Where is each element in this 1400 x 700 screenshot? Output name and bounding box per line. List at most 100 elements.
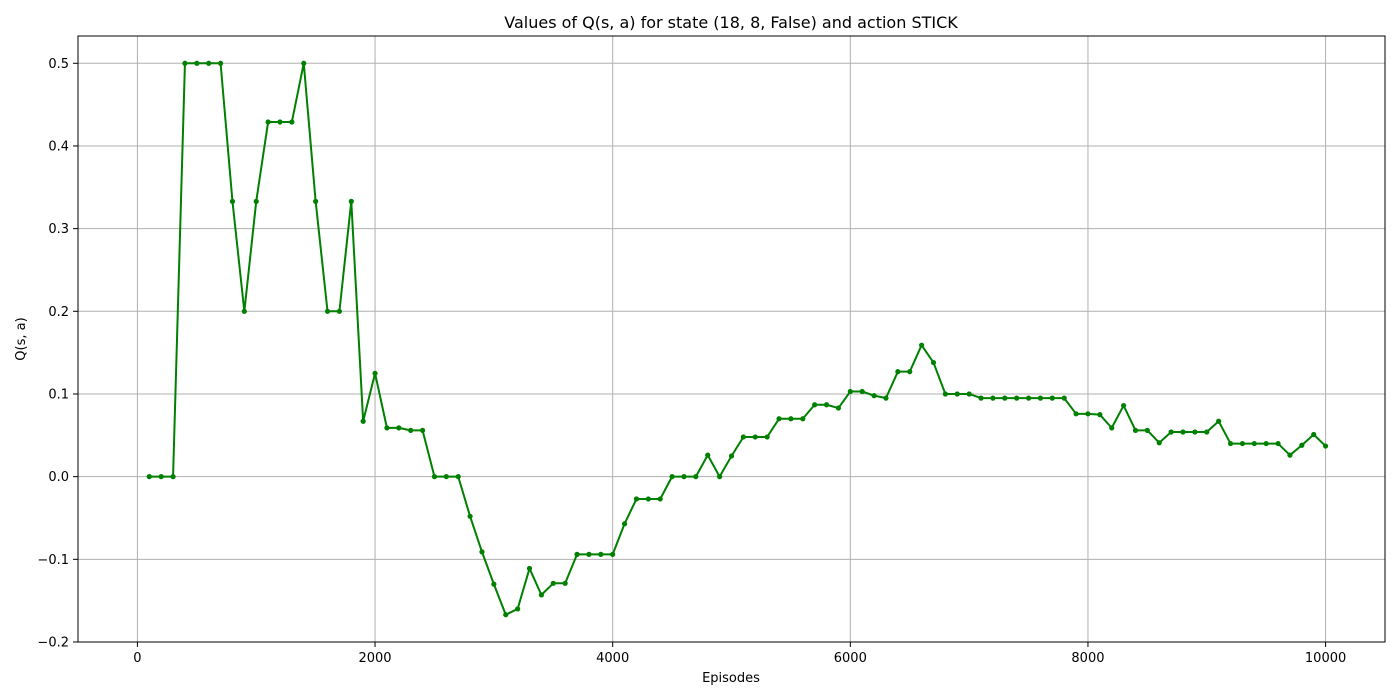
x-tick-label: 8000 (1071, 651, 1104, 666)
y-tick-label: −0.1 (37, 553, 69, 568)
data-point (1322, 443, 1329, 449)
x-tick-label: 6000 (834, 651, 867, 666)
data-point (598, 551, 604, 557)
data-point (443, 474, 449, 480)
data-point (728, 453, 735, 459)
data-point (455, 474, 461, 480)
data-point (384, 425, 390, 431)
data-point (277, 119, 283, 125)
data-point (1204, 429, 1210, 435)
y-tick-label: 0.3 (48, 222, 69, 237)
data-point (1275, 440, 1281, 447)
data-point (526, 565, 533, 572)
data-point (823, 402, 830, 408)
data-point (693, 474, 699, 480)
data-point (289, 119, 295, 125)
y-tick-label: 0.4 (48, 139, 69, 154)
data-point (336, 308, 342, 314)
data-point (194, 60, 200, 66)
x-tick-label: 10000 (1305, 651, 1346, 666)
data-point (717, 474, 723, 480)
data-point (1025, 395, 1032, 401)
data-point (217, 60, 224, 66)
data-point (871, 393, 877, 399)
x-tick-label: 0 (133, 651, 141, 666)
data-point (586, 551, 592, 557)
data-point (776, 416, 782, 422)
data-point (883, 395, 889, 401)
data-point (1263, 440, 1269, 447)
data-point (538, 592, 544, 598)
y-tick-label: 0.2 (48, 305, 69, 320)
data-point (1251, 440, 1257, 447)
data-point (515, 606, 521, 612)
data-point (158, 474, 164, 480)
data-point (301, 60, 307, 66)
x-tick-label: 4000 (596, 651, 629, 666)
data-point (241, 308, 247, 314)
data-point (740, 434, 746, 440)
data-point (1085, 411, 1091, 417)
data-point (1014, 395, 1020, 401)
y-axis-label: Q(s, a) (14, 317, 29, 360)
data-point (1121, 402, 1127, 409)
data-point (324, 308, 331, 314)
data-series (146, 60, 1329, 618)
data-point (419, 427, 426, 433)
data-point (1132, 427, 1139, 433)
data-point (1216, 418, 1222, 424)
plot-area-frame (77, 35, 1386, 643)
data-point (621, 521, 628, 527)
data-point (942, 391, 948, 397)
data-point (812, 402, 818, 408)
data-point (610, 551, 616, 557)
data-point (1144, 427, 1150, 433)
data-point (372, 370, 378, 376)
data-point (206, 60, 212, 66)
data-point (966, 391, 972, 397)
data-point (1311, 431, 1317, 438)
data-point (491, 581, 497, 587)
x-tick-label: 2000 (358, 651, 391, 666)
grid-lines (78, 36, 1385, 643)
data-point (1109, 425, 1115, 431)
data-point (1168, 429, 1174, 435)
data-point (954, 391, 960, 397)
data-point (229, 198, 236, 204)
data-point (859, 388, 865, 395)
data-point (1180, 429, 1186, 435)
data-point (1037, 395, 1044, 401)
y-tick-label: 0.5 (48, 57, 69, 72)
data-point (574, 551, 580, 557)
data-point (978, 395, 984, 401)
data-point (1239, 440, 1246, 447)
data-point (479, 549, 485, 555)
data-point (1073, 411, 1079, 417)
data-point (182, 60, 188, 66)
data-point (764, 434, 770, 440)
data-point (313, 198, 319, 204)
data-point (1287, 452, 1293, 458)
data-point (681, 474, 687, 480)
data-point (657, 496, 663, 502)
data-point (1227, 440, 1234, 447)
data-point (265, 119, 271, 125)
data-point (396, 425, 402, 431)
data-point (705, 452, 711, 458)
x-axis-label: Episodes (702, 671, 760, 686)
y-tick-label: 0.0 (48, 470, 69, 485)
data-point (360, 418, 366, 424)
data-point (408, 427, 414, 433)
data-point (669, 474, 675, 480)
data-point (550, 580, 556, 586)
data-point (1156, 440, 1162, 446)
axis-ticks: 0 2000 4000 6000 8000 10000 −0.2 −0.1 0.0 0.1 0.2 0… (37, 57, 1346, 666)
data-point (847, 388, 853, 395)
data-point (146, 474, 152, 480)
y-tick-label: 0.1 (48, 387, 69, 402)
data-point (895, 369, 901, 375)
y-tick-label: −0.2 (37, 636, 69, 651)
data-point (562, 580, 568, 586)
